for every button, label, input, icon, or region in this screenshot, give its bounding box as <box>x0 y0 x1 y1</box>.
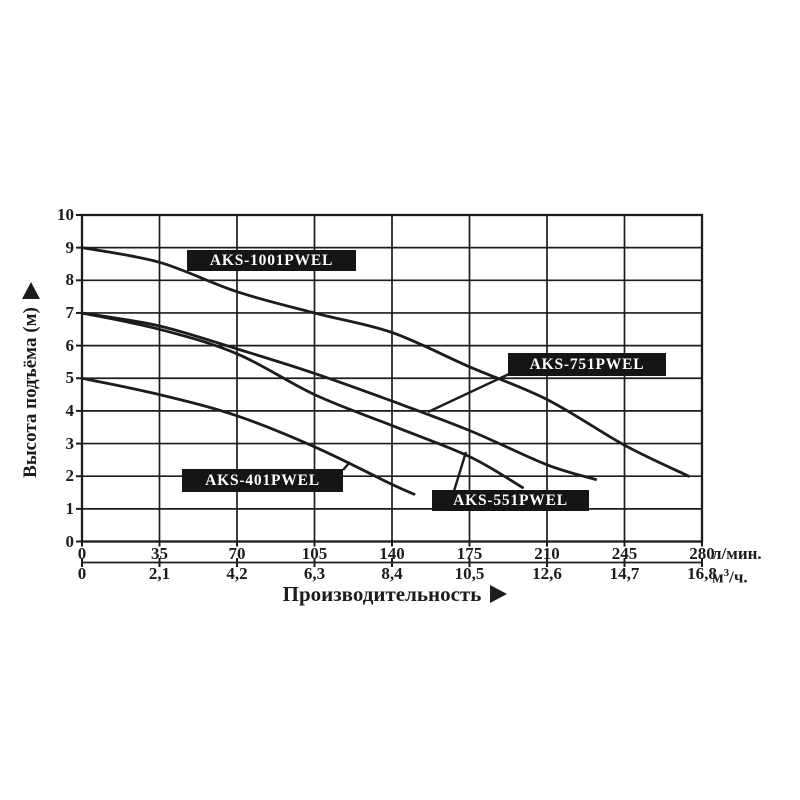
x-axis-title-text: Производительность <box>282 581 482 606</box>
curve-aks-751pwel <box>80 311 598 481</box>
x-tick-label-lmin: 175 <box>456 544 483 563</box>
x-tick-label-lmin: 35 <box>151 544 168 563</box>
x-axis-primary-unit: л/мин. <box>712 545 762 563</box>
primary-unit-text: л/мин. <box>712 544 762 563</box>
y-tick-label: 8 <box>65 270 75 290</box>
y-tick-label: 5 <box>65 368 75 388</box>
x-tick-label-m3h: 10,5 <box>454 564 485 583</box>
y-tick-label: 2 <box>65 466 75 486</box>
x-tick-label-m3h: 6,3 <box>303 564 326 583</box>
x-tick-label-lmin: 210 <box>534 544 560 563</box>
x-axis-title: Производительность <box>230 582 560 606</box>
x-tick-label-lmin: 70 <box>228 544 246 563</box>
curve-aks-401pwel <box>80 376 416 496</box>
x-tick-label-lmin: 140 <box>379 544 405 563</box>
y-tick-label: 1 <box>65 498 75 518</box>
y-tick-label: 6 <box>65 335 75 355</box>
x-tick-label-m3h: 14,7 <box>609 564 640 583</box>
series-label-aks-551pwel: AKS-551PWEL <box>432 490 589 511</box>
x-tick-label-m3h: 8,4 <box>381 564 403 583</box>
series-label-aks-751pwel: AKS-751PWEL <box>508 353 666 376</box>
y-tick-label: 3 <box>65 433 75 453</box>
series-label-aks-1001pwel: AKS-1001PWEL <box>187 250 356 271</box>
y-axis-title: Высота подъёма (м) <box>18 220 44 540</box>
right-arrow-icon <box>490 585 508 603</box>
x-tick-label-m3h: 4,2 <box>226 564 248 583</box>
secondary-unit-sup: 3 <box>723 567 730 579</box>
x-tick-label-lmin: 0 <box>77 544 87 563</box>
x-tick-label-m3h: 16,8 <box>687 564 717 583</box>
series-label-aks-401pwel: AKS-401PWEL <box>182 469 343 492</box>
y-tick-label: 0 <box>65 531 75 551</box>
curve-aks-551pwel <box>80 311 524 489</box>
series-label-callout <box>342 461 351 471</box>
x-tick-label-m3h: 2,1 <box>148 564 171 583</box>
y-tick-label: 7 <box>65 302 75 322</box>
series-label-callout <box>427 372 510 414</box>
x-tick-label-lmin: 105 <box>301 544 328 563</box>
x-tick-label-lmin: 280 <box>689 544 715 563</box>
x-tick-label-m3h: 0 <box>77 564 87 583</box>
x-axis-secondary-unit: м3/ч. <box>712 564 748 587</box>
y-tick-label: 9 <box>65 237 75 257</box>
x-tick-label-m3h: 12,6 <box>532 564 562 583</box>
up-arrow-icon <box>22 282 40 300</box>
y-axis-title-text: Высота подъёма (м) <box>20 307 41 478</box>
series-label-callout <box>452 451 468 492</box>
secondary-unit-base: м <box>712 567 724 587</box>
x-tick-label-lmin: 245 <box>611 544 638 563</box>
secondary-unit-rest: /ч. <box>729 567 748 587</box>
curve-aks-1001pwel <box>80 246 691 478</box>
y-tick-label: 10 <box>57 205 74 224</box>
y-tick-label: 4 <box>65 400 75 420</box>
